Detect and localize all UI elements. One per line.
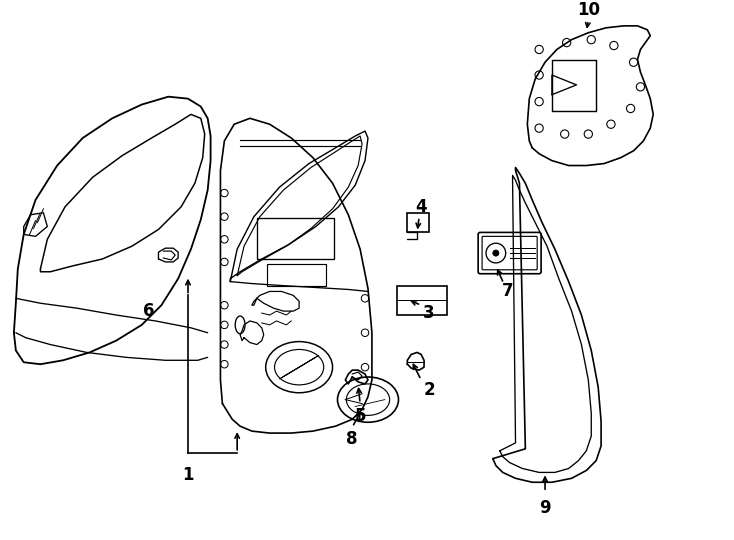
Ellipse shape bbox=[275, 349, 324, 385]
Circle shape bbox=[221, 321, 228, 329]
Ellipse shape bbox=[235, 316, 245, 334]
Text: 1: 1 bbox=[182, 467, 194, 484]
Circle shape bbox=[610, 42, 618, 50]
Text: 3: 3 bbox=[424, 304, 435, 322]
FancyBboxPatch shape bbox=[482, 237, 537, 270]
FancyBboxPatch shape bbox=[257, 218, 333, 259]
Text: 6: 6 bbox=[143, 302, 154, 320]
Circle shape bbox=[535, 97, 543, 106]
Circle shape bbox=[221, 235, 228, 243]
Circle shape bbox=[535, 71, 543, 79]
Text: 9: 9 bbox=[539, 499, 550, 517]
Circle shape bbox=[561, 130, 569, 138]
Circle shape bbox=[221, 190, 228, 197]
Circle shape bbox=[221, 213, 228, 220]
FancyBboxPatch shape bbox=[398, 286, 447, 315]
Text: 4: 4 bbox=[415, 198, 427, 216]
FancyBboxPatch shape bbox=[266, 264, 326, 286]
Circle shape bbox=[486, 243, 506, 263]
FancyBboxPatch shape bbox=[552, 60, 596, 111]
Circle shape bbox=[630, 58, 638, 66]
Circle shape bbox=[562, 38, 571, 47]
Circle shape bbox=[221, 361, 228, 368]
Circle shape bbox=[221, 341, 228, 348]
Circle shape bbox=[493, 250, 499, 256]
Circle shape bbox=[361, 329, 368, 336]
Ellipse shape bbox=[338, 377, 399, 422]
Circle shape bbox=[535, 124, 543, 132]
Text: 2: 2 bbox=[424, 381, 435, 399]
Text: 7: 7 bbox=[502, 282, 514, 300]
Circle shape bbox=[221, 301, 228, 309]
Text: 10: 10 bbox=[577, 1, 600, 19]
Circle shape bbox=[587, 36, 595, 44]
Circle shape bbox=[627, 104, 635, 113]
Circle shape bbox=[584, 130, 592, 138]
Text: 5: 5 bbox=[355, 407, 366, 426]
Circle shape bbox=[361, 363, 368, 371]
Circle shape bbox=[221, 258, 228, 266]
Ellipse shape bbox=[266, 342, 333, 393]
Ellipse shape bbox=[346, 384, 390, 415]
Circle shape bbox=[535, 45, 543, 53]
Circle shape bbox=[607, 120, 615, 129]
FancyBboxPatch shape bbox=[478, 232, 541, 274]
FancyBboxPatch shape bbox=[407, 213, 429, 232]
Circle shape bbox=[636, 83, 644, 91]
Text: 8: 8 bbox=[346, 430, 358, 448]
Circle shape bbox=[361, 295, 368, 302]
